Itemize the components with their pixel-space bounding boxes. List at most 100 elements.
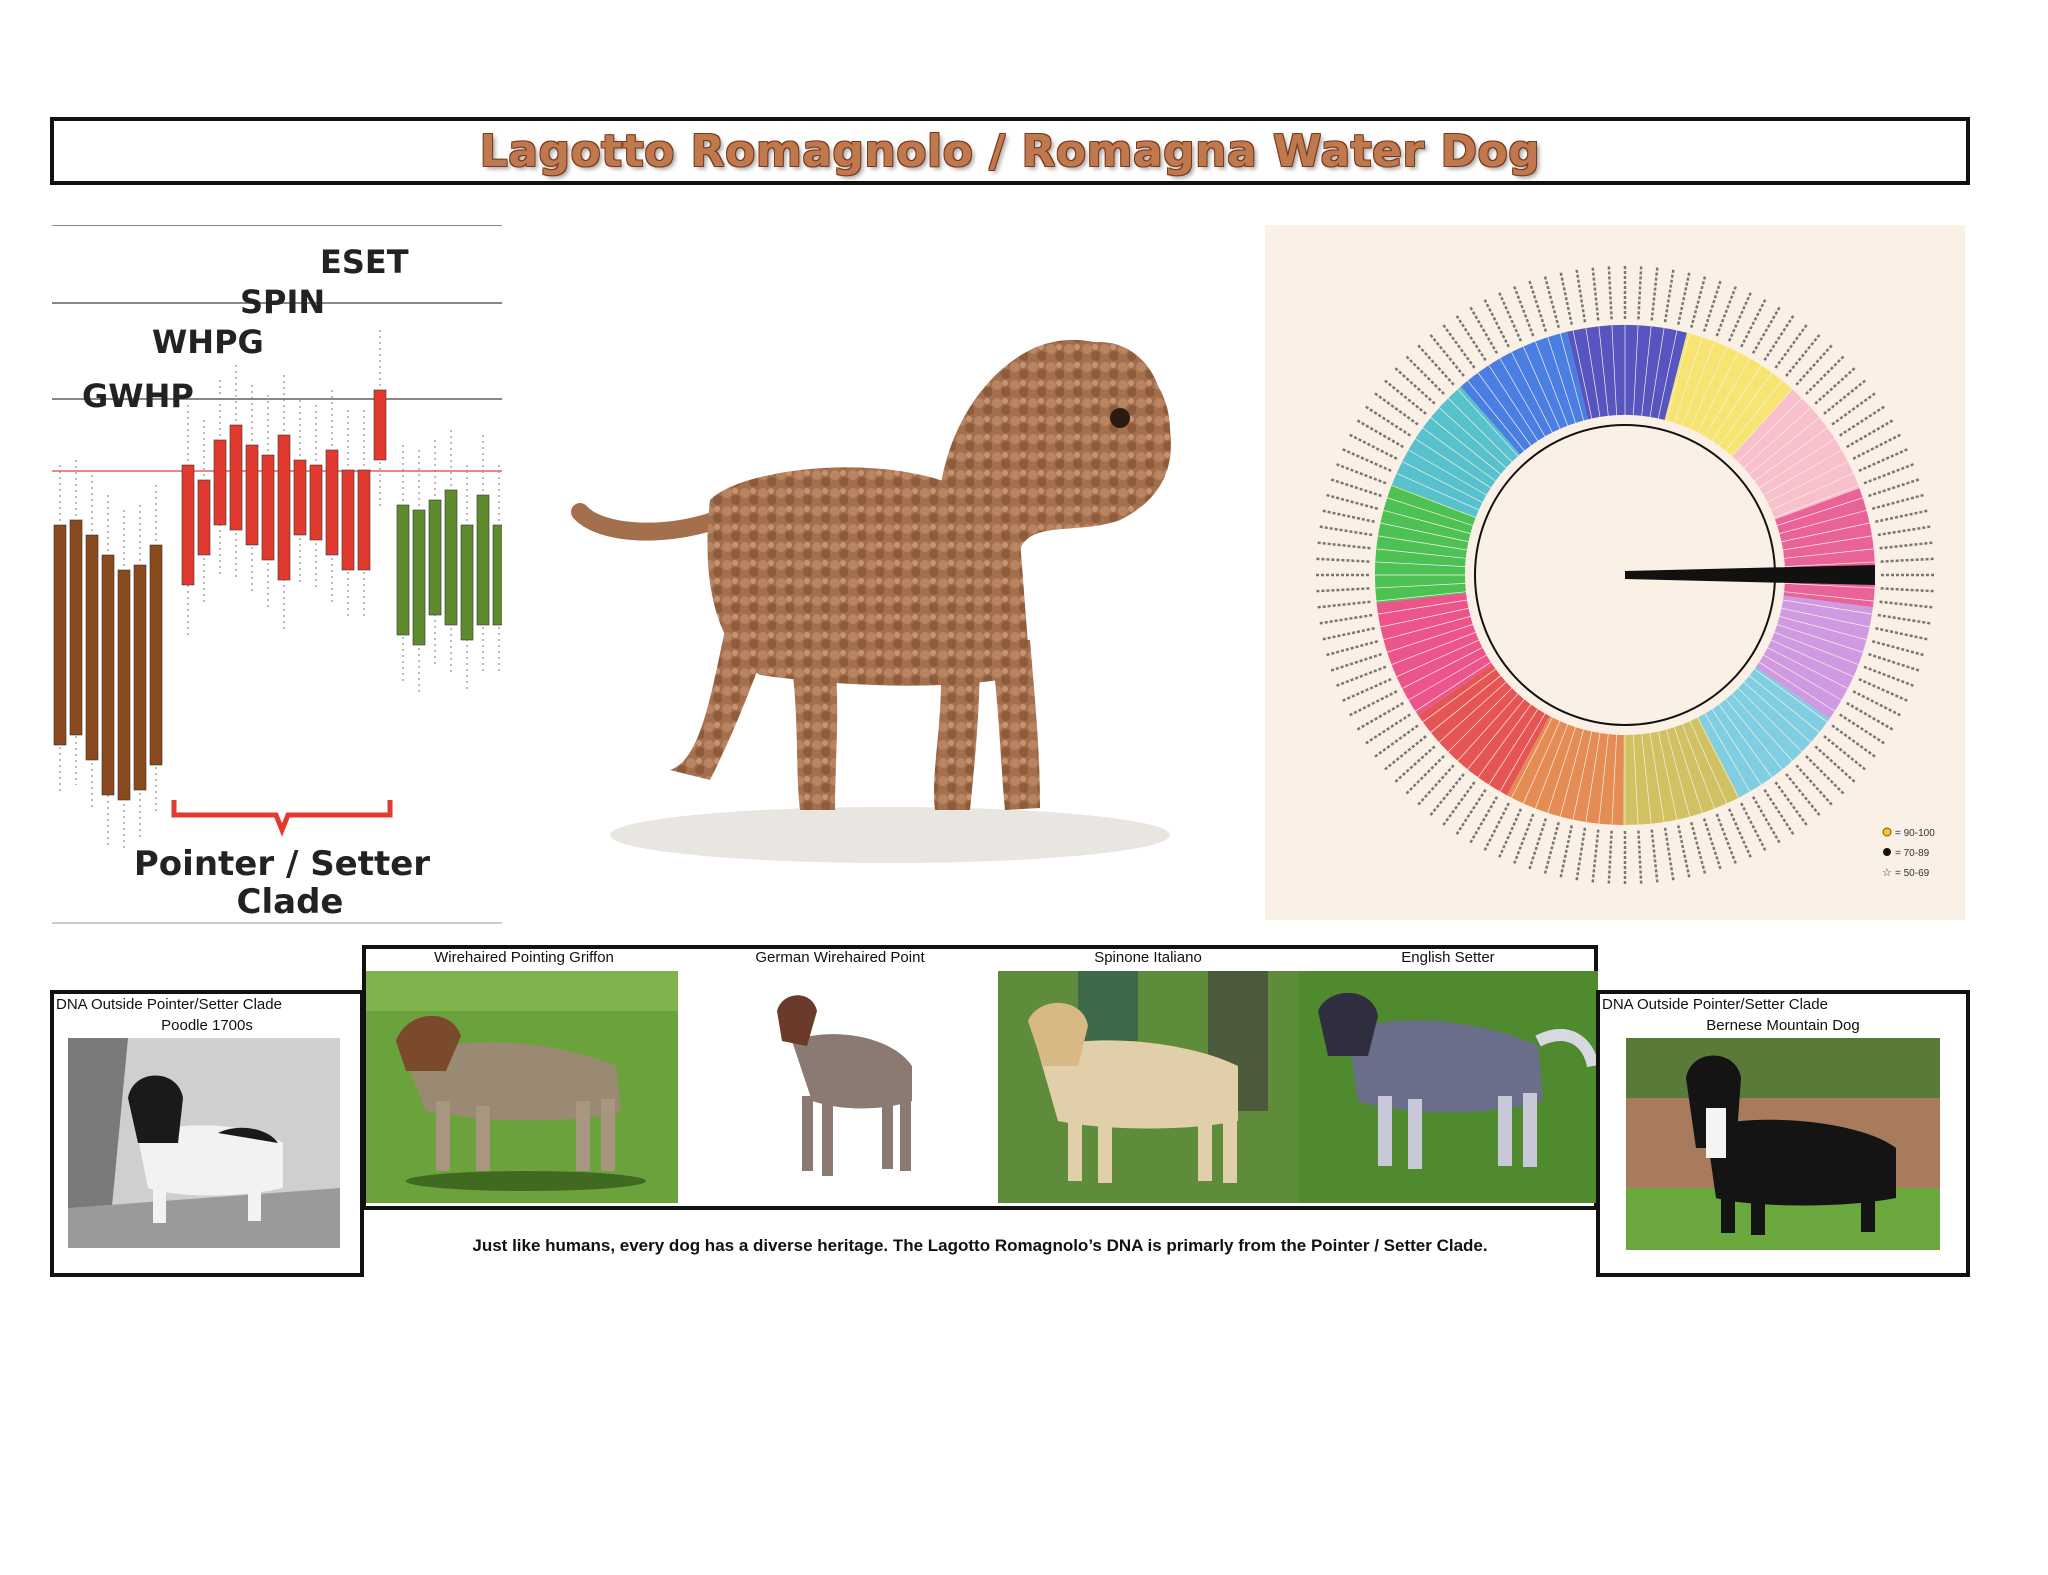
phylo-breed-label-mark xyxy=(1348,433,1398,460)
phylo-branch-line xyxy=(1776,606,1870,628)
phylo-branch-line xyxy=(1611,325,1618,421)
phylo-branch-line xyxy=(1383,509,1476,536)
phylo-branch-line xyxy=(1585,328,1602,422)
phylo-breed-label-mark xyxy=(1751,796,1782,845)
phylo-breed-label-mark xyxy=(1393,745,1436,784)
phylo-branch-line xyxy=(1722,695,1783,770)
breed-label-gwp: German Wirehaired Point xyxy=(755,949,925,966)
phylo-branch-line xyxy=(1488,704,1541,785)
phylo-breed-label-mark xyxy=(1858,677,1909,703)
level-label-eset: ESET xyxy=(320,243,409,281)
phylo-breed-label-mark xyxy=(1321,627,1375,641)
chart-bar xyxy=(261,454,275,561)
phylo-breed-label-mark xyxy=(1512,285,1535,337)
phylo-branch-line xyxy=(1754,659,1835,712)
phylo-breed-label-mark xyxy=(1468,796,1499,845)
phylo-clade-wedge xyxy=(1755,595,1873,719)
phylo-breed-label-mark xyxy=(1528,818,1548,871)
phylo-breed-label-mark xyxy=(1575,827,1587,882)
phylo-breed-label-mark xyxy=(1751,305,1782,354)
phylo-breed-label-mark xyxy=(1497,808,1523,859)
phylo-branch-line xyxy=(1759,449,1842,498)
phylo-breed-label-mark xyxy=(1831,391,1877,426)
right-panel-subheading: Bernese Mountain Dog xyxy=(1706,1017,1860,1034)
phylo-breed-label-mark xyxy=(1785,333,1822,377)
phylo-branch-line xyxy=(1750,427,1828,485)
chart-bar xyxy=(309,464,323,541)
chart-bar xyxy=(181,464,195,586)
phylo-breed-label-mark xyxy=(1607,830,1613,885)
phylo-branch-line xyxy=(1457,388,1522,461)
bernese-photo xyxy=(1626,1038,1940,1250)
chart-bar xyxy=(197,479,211,556)
phylo-breed-label-mark xyxy=(1823,378,1867,415)
title-box: Lagotto Romagnolo / Romagna Water Dog xyxy=(50,117,1970,185)
clade-bracket xyxy=(171,800,393,837)
chart-bar xyxy=(428,499,442,616)
chart-bar xyxy=(85,534,99,761)
phylo-breed-label-mark xyxy=(1663,268,1675,323)
phylo-branch-line xyxy=(1376,590,1471,602)
level-label-gwhp: GWHP xyxy=(82,377,194,415)
phylo-branch-line xyxy=(1522,716,1563,804)
phylo-breed-label-mark xyxy=(1318,525,1373,537)
phylo-branch-line xyxy=(1680,719,1715,809)
phylo-branch-line xyxy=(1380,522,1474,544)
phylo-branch-line xyxy=(1477,700,1535,778)
phylo-branch-line xyxy=(1702,709,1751,792)
spinone-photo xyxy=(998,971,1298,1203)
phylo-breed-label-mark xyxy=(1880,587,1935,593)
phylo-branch-line xyxy=(1415,659,1496,712)
phylo-branch-line xyxy=(1687,346,1728,434)
phylo-branch-line xyxy=(1447,397,1516,466)
phylo-branch-line xyxy=(1375,561,1471,568)
phylo-branch-line xyxy=(1739,407,1812,472)
phylo-breed-label-mark xyxy=(1341,447,1392,473)
phylo-branch-line xyxy=(1378,535,1472,552)
bracket-label-line2: Clade xyxy=(237,882,344,922)
phylo-breed-label-mark xyxy=(1348,690,1398,717)
phylo-branch-line xyxy=(1766,472,1854,513)
phylo-branch-line xyxy=(1750,665,1828,723)
phylo-breed-label-mark xyxy=(1497,291,1523,342)
phylo-breed-label-mark xyxy=(1543,821,1560,875)
phylo-branch-line xyxy=(1739,678,1812,743)
lagotto-dog-photo xyxy=(571,339,1171,863)
phylo-clade-wedge xyxy=(1376,592,1493,716)
chart-bar xyxy=(373,389,387,461)
chart-bar xyxy=(460,524,474,641)
phylo-breed-label-mark xyxy=(1650,266,1659,321)
phylo-branch-line xyxy=(1745,417,1820,478)
phylo-breed-label-mark xyxy=(1858,447,1909,473)
chart-bar xyxy=(101,554,115,796)
phylo-breed-label-mark xyxy=(1393,366,1436,405)
phylo-branch-line xyxy=(1648,728,1665,822)
phylo-breed-label-mark xyxy=(1637,830,1643,885)
phylo-breed-label-mark xyxy=(1318,613,1373,625)
phylo-breed-label-mark xyxy=(1877,613,1932,625)
phylo-branch-line xyxy=(1734,397,1803,466)
phylo-branch-line xyxy=(1402,645,1488,689)
breed-label-english-setter: English Setter xyxy=(1401,949,1495,966)
phylo-breed-label-mark xyxy=(1315,587,1370,593)
phylo-branch-line xyxy=(1695,352,1739,438)
chart-bar xyxy=(69,519,83,736)
phylo-branch-line xyxy=(1656,330,1678,424)
phylo-branch-line xyxy=(1511,712,1555,798)
phylo-breed-label-mark xyxy=(1863,665,1915,688)
breeds-strip: Wirehaired Pointing Griffon German Wireh… xyxy=(362,945,1598,1210)
phylo-branch-line xyxy=(1415,438,1496,491)
phylo-branch-line xyxy=(1488,365,1541,446)
griffon-photo xyxy=(366,971,678,1203)
phylo-breed-label-mark xyxy=(1559,825,1573,879)
phylo-branch-line xyxy=(1391,630,1481,665)
phylo-branch-line xyxy=(1772,622,1863,653)
legend-marker-mid xyxy=(1883,848,1891,856)
poodle-photo xyxy=(68,1038,340,1248)
phylo-breed-label-mark xyxy=(1879,600,1934,609)
right-panel-heading: DNA Outside Pointer/Setter Clade xyxy=(1602,996,1828,1013)
phylo-breed-label-mark xyxy=(1831,724,1877,759)
phylo-branch-line xyxy=(1559,724,1586,817)
phylo-branch-line xyxy=(1695,712,1739,798)
phylo-branch-line xyxy=(1396,637,1484,678)
